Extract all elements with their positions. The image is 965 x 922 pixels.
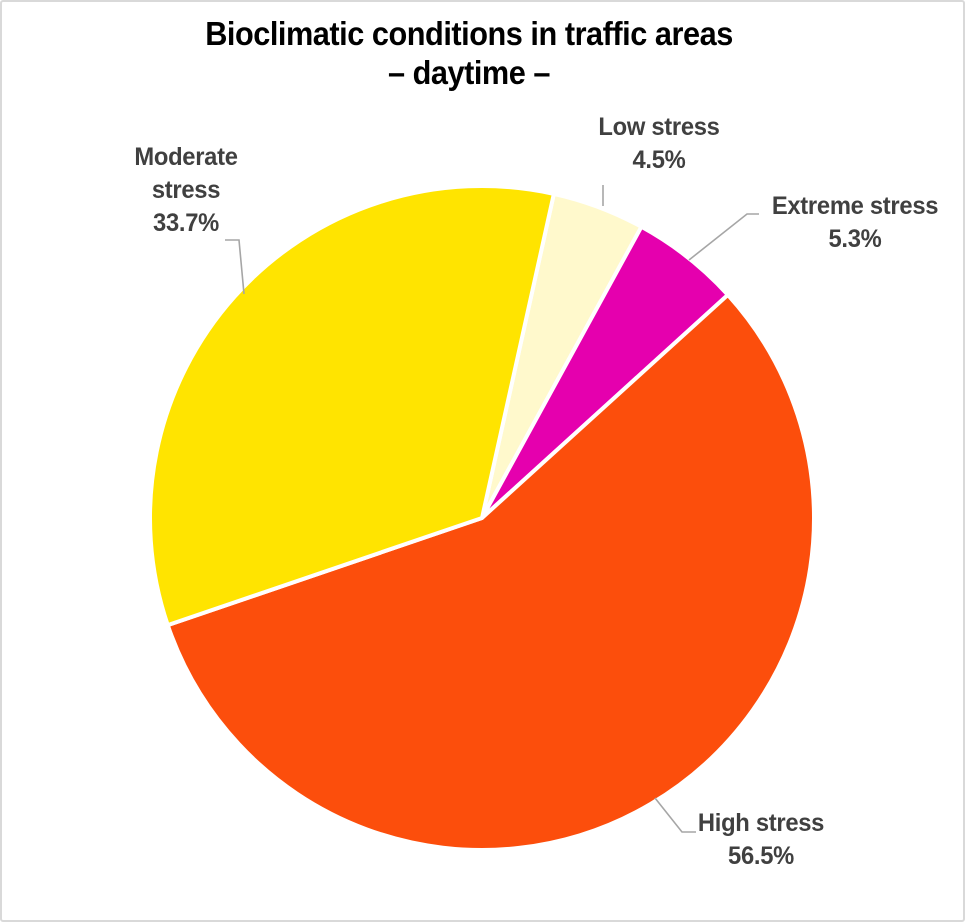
slice-label-value: 33.7% [153,209,219,237]
slice-label-value: 4.5% [632,146,686,174]
chart-title-line1: Bioclimatic conditions in traffic areas [205,15,733,52]
pie-slice-moderate-stress [148,184,556,628]
slice-label-text: Moderate [134,143,238,171]
chart-title-line2: – daytime – [387,54,551,91]
slice-label-value: 5.3% [828,225,882,253]
slice-label-extreme-stress: Extreme stress 5.3% [771,190,939,256]
slice-label-text: Low stress [598,113,720,141]
slice-label-low-stress: Low stress 4.5% [598,111,720,177]
leader-extreme-stress [688,213,759,261]
slice-label-high-stress: High stress 56.5% [697,807,825,873]
leader-high-stress [654,797,696,833]
pie-slice-high-stress [165,292,816,852]
leader-moderate-stress [225,239,245,295]
slice-label-value: 56.5% [728,842,794,870]
slice-label-text: stress [151,176,221,204]
slice-label-moderate-stress: Moderate stress 33.7% [134,141,238,240]
chart-title: Bioclimatic conditions in traffic areas … [205,14,733,92]
slice-label-text: Extreme stress [771,192,939,220]
slice-label-text: High stress [697,809,825,837]
